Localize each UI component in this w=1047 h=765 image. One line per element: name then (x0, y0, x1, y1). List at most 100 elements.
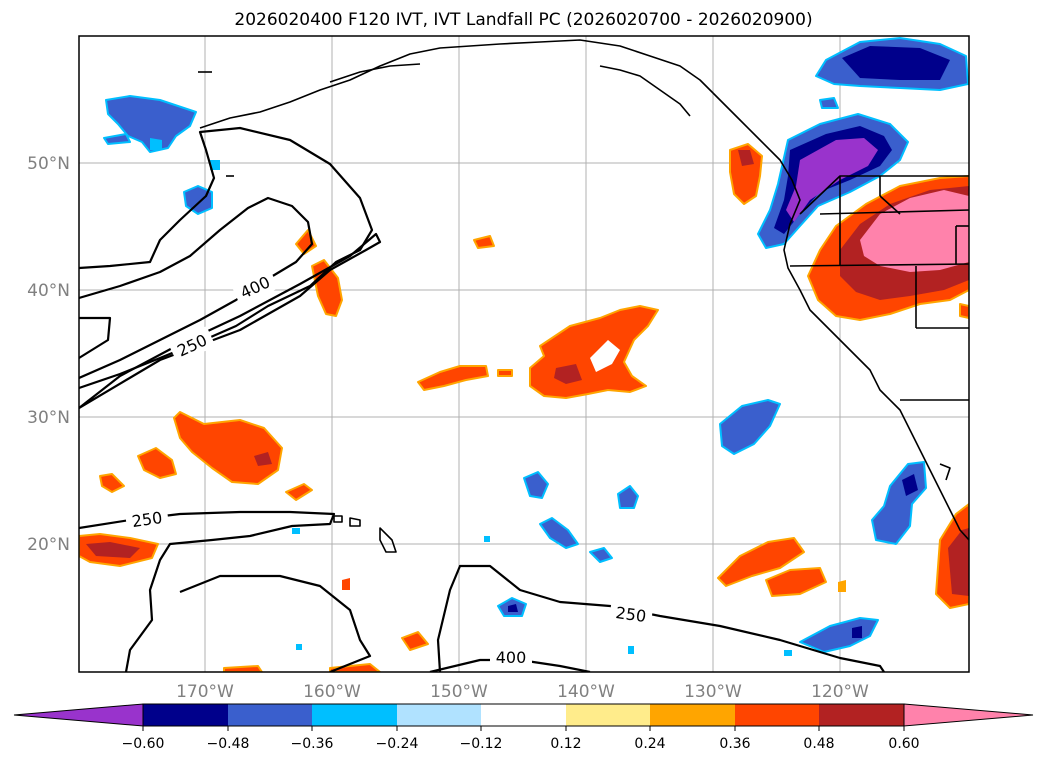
ivt-contour-line (79, 196, 314, 380)
colorbar-segment (397, 704, 481, 726)
latitude-labels: 50°N 40°N 30°N 20°N (27, 154, 70, 555)
negative-region (484, 536, 490, 542)
negative-region (296, 644, 302, 650)
positive-region (473, 235, 495, 249)
lon-tick-label: 130°W (684, 682, 742, 702)
colorbar-extend-low (13, 703, 144, 727)
island (379, 527, 397, 553)
positive-region (99, 473, 125, 493)
negative-region (784, 650, 792, 656)
positive-region (738, 150, 754, 166)
state-border (879, 195, 901, 215)
colorbar-tick-label: 0.36 (719, 736, 750, 752)
positive-region (554, 364, 582, 384)
positive-region (86, 542, 140, 558)
coastlines (198, 39, 969, 553)
positive-region (717, 537, 805, 587)
negative-region (617, 485, 639, 509)
contour-label: 400 (496, 648, 527, 667)
map-frame (78, 35, 970, 673)
lat-tick-label: 40°N (27, 281, 70, 301)
negative-region (628, 646, 634, 654)
colorbar-tick-label: 0.24 (634, 736, 665, 752)
ivt-contour-line (79, 316, 112, 359)
negative-region (508, 604, 518, 612)
negative-region (292, 528, 300, 534)
negative-region (786, 138, 878, 222)
negative-region (719, 399, 781, 455)
island (349, 517, 361, 527)
coastline (329, 63, 421, 83)
island (333, 515, 343, 523)
negative-region (103, 133, 131, 145)
ivt-contour-line (179, 574, 372, 672)
lon-tick-label: 150°W (430, 682, 488, 702)
longitude-labels: 170°W 160°W 150°W 140°W 130°W 120°W (176, 682, 869, 702)
positive-region (838, 580, 846, 592)
colorbar-tick-label: 0.12 (550, 736, 581, 752)
coastline (599, 65, 691, 117)
negative-region (105, 95, 197, 153)
positive-region (329, 663, 381, 672)
coastline (199, 39, 969, 541)
colorbar-outline (142, 703, 905, 727)
contour-label: 250 (131, 508, 164, 531)
positive-region (729, 143, 763, 205)
colorbar-tick-label: −0.12 (460, 736, 503, 752)
lat-tick-label: 50°N (27, 154, 70, 174)
colorbar-extend-high (903, 703, 1034, 727)
state-border (819, 209, 969, 215)
negative-region (523, 471, 549, 499)
colorbar-tick-label: 0.48 (803, 736, 834, 752)
colorbar-tick-label: −0.48 (207, 736, 250, 752)
ivt-filled-regions (79, 37, 969, 672)
colorbar-segment (650, 704, 735, 726)
state-border (789, 263, 969, 267)
positive-region (137, 447, 177, 479)
colorbar-segment (312, 704, 397, 726)
lon-tick-label: 160°W (303, 682, 361, 702)
positive-region (765, 567, 827, 597)
colorbar-tick-label: −0.24 (376, 736, 419, 752)
negative-region (183, 185, 213, 215)
colorbar-tick-label: 0.60 (888, 736, 919, 752)
colorbar-segment (481, 704, 566, 726)
positive-region (417, 365, 489, 391)
positive-region (342, 578, 350, 590)
ivt-contour-line (436, 564, 885, 672)
map-title: 2026020400 F120 IVT, IVT Landfall PC (20… (234, 10, 813, 30)
lon-tick-label: 170°W (176, 682, 234, 702)
contour-label: 250 (614, 603, 647, 626)
positive-region (497, 369, 513, 377)
island (939, 463, 951, 481)
colorbar-segment (566, 704, 650, 726)
positive-region (959, 303, 969, 319)
positive-region (285, 483, 313, 501)
negative-region (150, 138, 162, 150)
lat-tick-label: 30°N (27, 408, 70, 428)
lat-tick-label: 20°N (27, 535, 70, 555)
positive-region (590, 340, 620, 372)
negative-region (852, 626, 862, 638)
ivt-contours (79, 126, 885, 672)
positive-region (948, 528, 969, 596)
negative-region (819, 97, 839, 109)
lon-tick-label: 140°W (557, 682, 615, 702)
colorbar-tick-label: −0.60 (122, 736, 165, 752)
positive-region (254, 452, 272, 466)
lon-tick-label: 120°W (811, 682, 869, 702)
colorbar-tick-label: −0.36 (291, 736, 334, 752)
colorbar-segment (735, 704, 819, 726)
negative-region (589, 547, 613, 563)
negative-region (902, 474, 918, 496)
positive-region (401, 631, 429, 651)
colorbar-segment (819, 704, 904, 726)
negative-region (842, 46, 950, 80)
negative-region (539, 517, 579, 549)
colorbar-segment (228, 704, 312, 726)
positive-region (223, 665, 263, 672)
ivt-contour-line (79, 126, 374, 390)
ivt-contour-line (79, 510, 336, 672)
positive-region (173, 411, 283, 485)
